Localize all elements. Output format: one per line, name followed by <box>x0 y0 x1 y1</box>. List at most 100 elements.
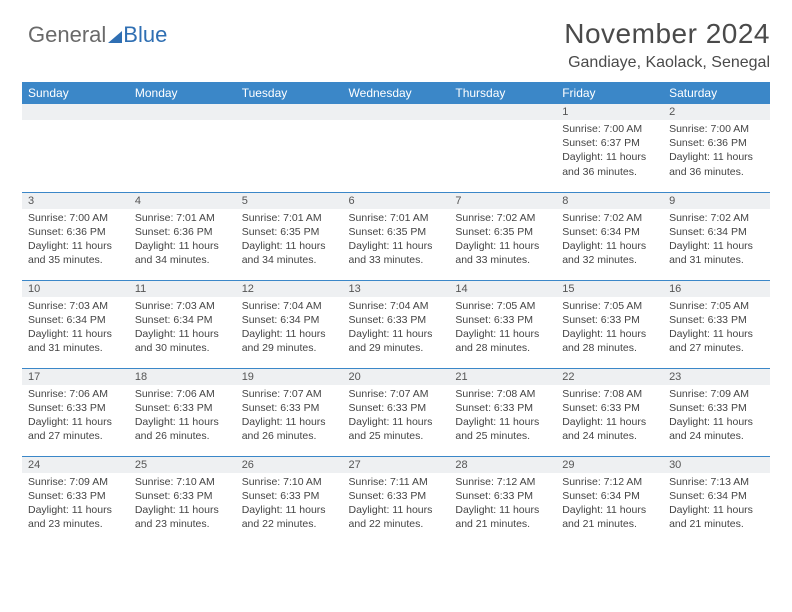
sunset-text: Sunset: 6:35 PM <box>349 225 444 239</box>
day-details <box>343 120 450 126</box>
day-details: Sunrise: 7:02 AMSunset: 6:35 PMDaylight:… <box>449 209 556 272</box>
sunset-text: Sunset: 6:34 PM <box>562 225 657 239</box>
calendar-cell: 24Sunrise: 7:09 AMSunset: 6:33 PMDayligh… <box>22 456 129 544</box>
calendar-cell <box>129 104 236 192</box>
daylight-text: Daylight: 11 hours and 23 minutes. <box>135 503 230 531</box>
day-number: 12 <box>236 281 343 297</box>
sunrise-text: Sunrise: 7:05 AM <box>669 299 764 313</box>
calendar-cell: 26Sunrise: 7:10 AMSunset: 6:33 PMDayligh… <box>236 456 343 544</box>
day-number: 19 <box>236 369 343 385</box>
sunset-text: Sunset: 6:36 PM <box>669 136 764 150</box>
daylight-text: Daylight: 11 hours and 26 minutes. <box>242 415 337 443</box>
sunset-text: Sunset: 6:33 PM <box>242 489 337 503</box>
daylight-text: Daylight: 11 hours and 30 minutes. <box>135 327 230 355</box>
day-details: Sunrise: 7:12 AMSunset: 6:33 PMDaylight:… <box>449 473 556 536</box>
sunset-text: Sunset: 6:34 PM <box>242 313 337 327</box>
daylight-text: Daylight: 11 hours and 21 minutes. <box>455 503 550 531</box>
weekday-thursday: Thursday <box>449 82 556 104</box>
sunrise-text: Sunrise: 7:12 AM <box>562 475 657 489</box>
day-number: 26 <box>236 457 343 473</box>
sunrise-text: Sunrise: 7:05 AM <box>562 299 657 313</box>
sunrise-text: Sunrise: 7:02 AM <box>562 211 657 225</box>
day-details: Sunrise: 7:04 AMSunset: 6:33 PMDaylight:… <box>343 297 450 360</box>
sunset-text: Sunset: 6:33 PM <box>455 489 550 503</box>
weekday-monday: Monday <box>129 82 236 104</box>
calendar-cell: 16Sunrise: 7:05 AMSunset: 6:33 PMDayligh… <box>663 280 770 368</box>
day-details: Sunrise: 7:07 AMSunset: 6:33 PMDaylight:… <box>236 385 343 448</box>
calendar-cell <box>449 104 556 192</box>
daylight-text: Daylight: 11 hours and 35 minutes. <box>28 239 123 267</box>
day-number: 24 <box>22 457 129 473</box>
daylight-text: Daylight: 11 hours and 28 minutes. <box>562 327 657 355</box>
daylight-text: Daylight: 11 hours and 33 minutes. <box>349 239 444 267</box>
daylight-text: Daylight: 11 hours and 25 minutes. <box>349 415 444 443</box>
sunrise-text: Sunrise: 7:08 AM <box>455 387 550 401</box>
sunrise-text: Sunrise: 7:12 AM <box>455 475 550 489</box>
daylight-text: Daylight: 11 hours and 34 minutes. <box>135 239 230 267</box>
day-number <box>129 104 236 120</box>
day-number <box>449 104 556 120</box>
sunset-text: Sunset: 6:34 PM <box>562 489 657 503</box>
day-details: Sunrise: 7:11 AMSunset: 6:33 PMDaylight:… <box>343 473 450 536</box>
calendar-row: 10Sunrise: 7:03 AMSunset: 6:34 PMDayligh… <box>22 280 770 368</box>
logo: General Blue <box>28 22 167 48</box>
calendar-cell: 10Sunrise: 7:03 AMSunset: 6:34 PMDayligh… <box>22 280 129 368</box>
day-number: 1 <box>556 104 663 120</box>
daylight-text: Daylight: 11 hours and 22 minutes. <box>349 503 444 531</box>
day-details: Sunrise: 7:06 AMSunset: 6:33 PMDaylight:… <box>129 385 236 448</box>
day-details: Sunrise: 7:00 AMSunset: 6:36 PMDaylight:… <box>22 209 129 272</box>
sunset-text: Sunset: 6:33 PM <box>455 313 550 327</box>
weekday-tuesday: Tuesday <box>236 82 343 104</box>
sunset-text: Sunset: 6:34 PM <box>669 489 764 503</box>
daylight-text: Daylight: 11 hours and 33 minutes. <box>455 239 550 267</box>
sunrise-text: Sunrise: 7:08 AM <box>562 387 657 401</box>
day-number: 29 <box>556 457 663 473</box>
sunrise-text: Sunrise: 7:00 AM <box>28 211 123 225</box>
sunset-text: Sunset: 6:33 PM <box>669 401 764 415</box>
sunrise-text: Sunrise: 7:03 AM <box>28 299 123 313</box>
sunrise-text: Sunrise: 7:01 AM <box>135 211 230 225</box>
calendar-cell: 3Sunrise: 7:00 AMSunset: 6:36 PMDaylight… <box>22 192 129 280</box>
daylight-text: Daylight: 11 hours and 32 minutes. <box>562 239 657 267</box>
day-number: 15 <box>556 281 663 297</box>
day-number: 18 <box>129 369 236 385</box>
calendar-cell: 6Sunrise: 7:01 AMSunset: 6:35 PMDaylight… <box>343 192 450 280</box>
sunrise-text: Sunrise: 7:09 AM <box>669 387 764 401</box>
day-number: 7 <box>449 193 556 209</box>
sunset-text: Sunset: 6:37 PM <box>562 136 657 150</box>
daylight-text: Daylight: 11 hours and 31 minutes. <box>28 327 123 355</box>
day-number: 9 <box>663 193 770 209</box>
daylight-text: Daylight: 11 hours and 31 minutes. <box>669 239 764 267</box>
sunset-text: Sunset: 6:33 PM <box>455 401 550 415</box>
sunset-text: Sunset: 6:35 PM <box>455 225 550 239</box>
calendar-cell: 1Sunrise: 7:00 AMSunset: 6:37 PMDaylight… <box>556 104 663 192</box>
day-number: 2 <box>663 104 770 120</box>
calendar-row: 1Sunrise: 7:00 AMSunset: 6:37 PMDaylight… <box>22 104 770 192</box>
day-number <box>343 104 450 120</box>
day-number: 11 <box>129 281 236 297</box>
day-details: Sunrise: 7:05 AMSunset: 6:33 PMDaylight:… <box>663 297 770 360</box>
day-number: 3 <box>22 193 129 209</box>
calendar-cell: 8Sunrise: 7:02 AMSunset: 6:34 PMDaylight… <box>556 192 663 280</box>
day-details <box>449 120 556 126</box>
sunrise-text: Sunrise: 7:04 AM <box>349 299 444 313</box>
calendar-cell: 20Sunrise: 7:07 AMSunset: 6:33 PMDayligh… <box>343 368 450 456</box>
daylight-text: Daylight: 11 hours and 29 minutes. <box>349 327 444 355</box>
day-details: Sunrise: 7:02 AMSunset: 6:34 PMDaylight:… <box>663 209 770 272</box>
day-details: Sunrise: 7:01 AMSunset: 6:36 PMDaylight:… <box>129 209 236 272</box>
calendar-cell: 4Sunrise: 7:01 AMSunset: 6:36 PMDaylight… <box>129 192 236 280</box>
day-details: Sunrise: 7:05 AMSunset: 6:33 PMDaylight:… <box>449 297 556 360</box>
daylight-text: Daylight: 11 hours and 36 minutes. <box>669 150 764 178</box>
calendar-row: 24Sunrise: 7:09 AMSunset: 6:33 PMDayligh… <box>22 456 770 544</box>
logo-triangle-icon <box>108 31 122 43</box>
sunset-text: Sunset: 6:33 PM <box>28 401 123 415</box>
day-number: 6 <box>343 193 450 209</box>
sunrise-text: Sunrise: 7:02 AM <box>669 211 764 225</box>
day-details: Sunrise: 7:01 AMSunset: 6:35 PMDaylight:… <box>236 209 343 272</box>
day-details: Sunrise: 7:04 AMSunset: 6:34 PMDaylight:… <box>236 297 343 360</box>
weekday-wednesday: Wednesday <box>343 82 450 104</box>
sunrise-text: Sunrise: 7:06 AM <box>135 387 230 401</box>
calendar-row: 17Sunrise: 7:06 AMSunset: 6:33 PMDayligh… <box>22 368 770 456</box>
day-details: Sunrise: 7:01 AMSunset: 6:35 PMDaylight:… <box>343 209 450 272</box>
daylight-text: Daylight: 11 hours and 25 minutes. <box>455 415 550 443</box>
